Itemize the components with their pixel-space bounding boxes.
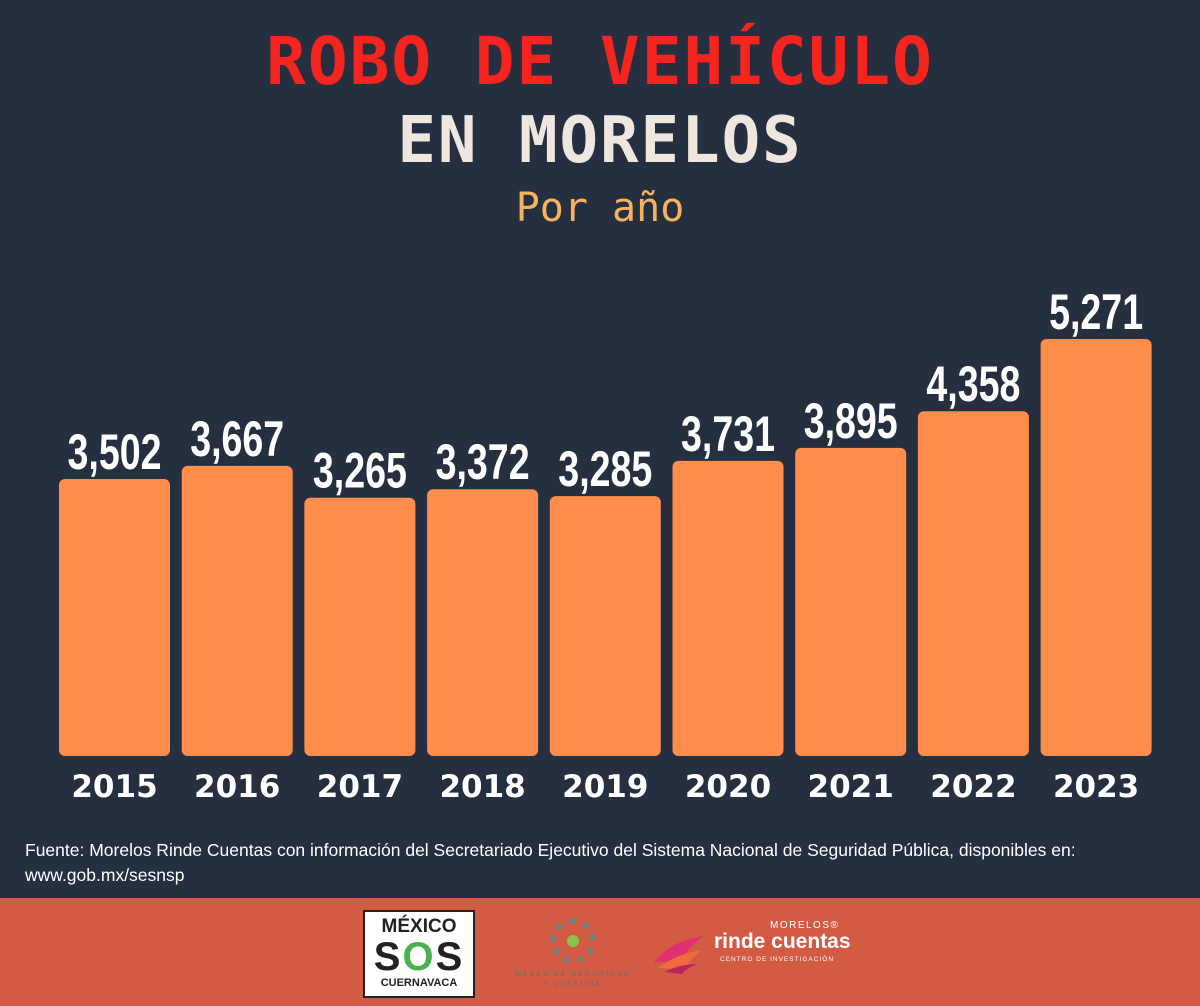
x-tick-2017: 2017 [317,769,403,805]
footer-bar: MÉXICO SOS CUERNAVACA MESAS DE SEGURIDAD… [0,898,1200,1006]
x-tick-2018: 2018 [439,769,525,805]
value-label-2022: 4,358 [926,356,1020,412]
bar-chart: 3,502 2015 3,667 2016 3,265 2017 3,372 2018 3,28… [59,284,1152,805]
x-tick-2015: 2015 [71,769,157,805]
logo-rinde-cuentas-text: rinde cuentas [714,930,851,953]
value-label-2019: 3,285 [558,441,652,497]
bar-2015 [59,478,170,756]
value-label-2016: 3,667 [190,411,284,467]
rinde-cuentas-mark-icon [654,936,704,974]
source-line1: Fuente: Morelos Rinde Cuentas con inform… [25,840,1076,860]
logo-centro-text: CENTRO DE INVESTIGACIÓN [720,956,835,963]
value-label-2020: 3,731 [681,406,775,462]
logo-cuernavaca-text: CUERNAVACA [380,977,458,989]
source-note: Fuente: Morelos Rinde Cuentas con inform… [25,838,1185,888]
value-label-2018: 3,372 [436,434,530,490]
rinde-cuentas-logo: MORELOS® rinde cuentas CENTRO DE INVESTI… [652,918,851,988]
logo-mexico-text: MÉXICO [381,916,457,937]
x-tick-2016: 2016 [194,769,280,805]
value-label-2021: 3,895 [804,393,898,449]
chart-subtitle: Por año [515,185,685,231]
bar-2017 [304,497,416,756]
chart-title-line1: ROBO DE VEHÍCULO [266,23,934,100]
bar-2019 [549,496,661,756]
logo-mesas-line2: Y JUSTICIA [544,981,602,988]
logo-sos-text: SOS [373,935,465,979]
logo-mesas-line1: MESAS DE SEGURIDAD [515,971,631,978]
bar-2016 [181,465,293,756]
bar-2020 [672,460,784,756]
bar-2021 [795,447,907,756]
bar-2023 [1040,339,1152,756]
bar-2022 [917,411,1029,756]
mexico-sos-cuernavaca-logo: MÉXICO SOS CUERNAVACA [363,910,475,998]
x-tick-2019: 2019 [562,769,648,805]
logo-morelos-text: MORELOS® [770,920,840,931]
x-tick-2021: 2021 [808,769,894,805]
gear-icon [550,918,596,964]
bar-2018 [427,489,539,756]
x-tick-2020: 2020 [685,769,771,805]
value-label-2023: 5,271 [1049,284,1143,340]
source-url: www.gob.mx/sesnsp [25,865,185,885]
value-label-2015: 3,502 [68,424,162,480]
value-label-2017: 3,265 [313,443,407,499]
mesas-seguridad-logo: MESAS DE SEGURIDAD Y JUSTICIA [508,910,638,1002]
x-tick-2023: 2023 [1053,769,1139,805]
x-tick-2022: 2022 [930,769,1016,805]
chart-title-line2: EN MORELOS [397,104,803,178]
